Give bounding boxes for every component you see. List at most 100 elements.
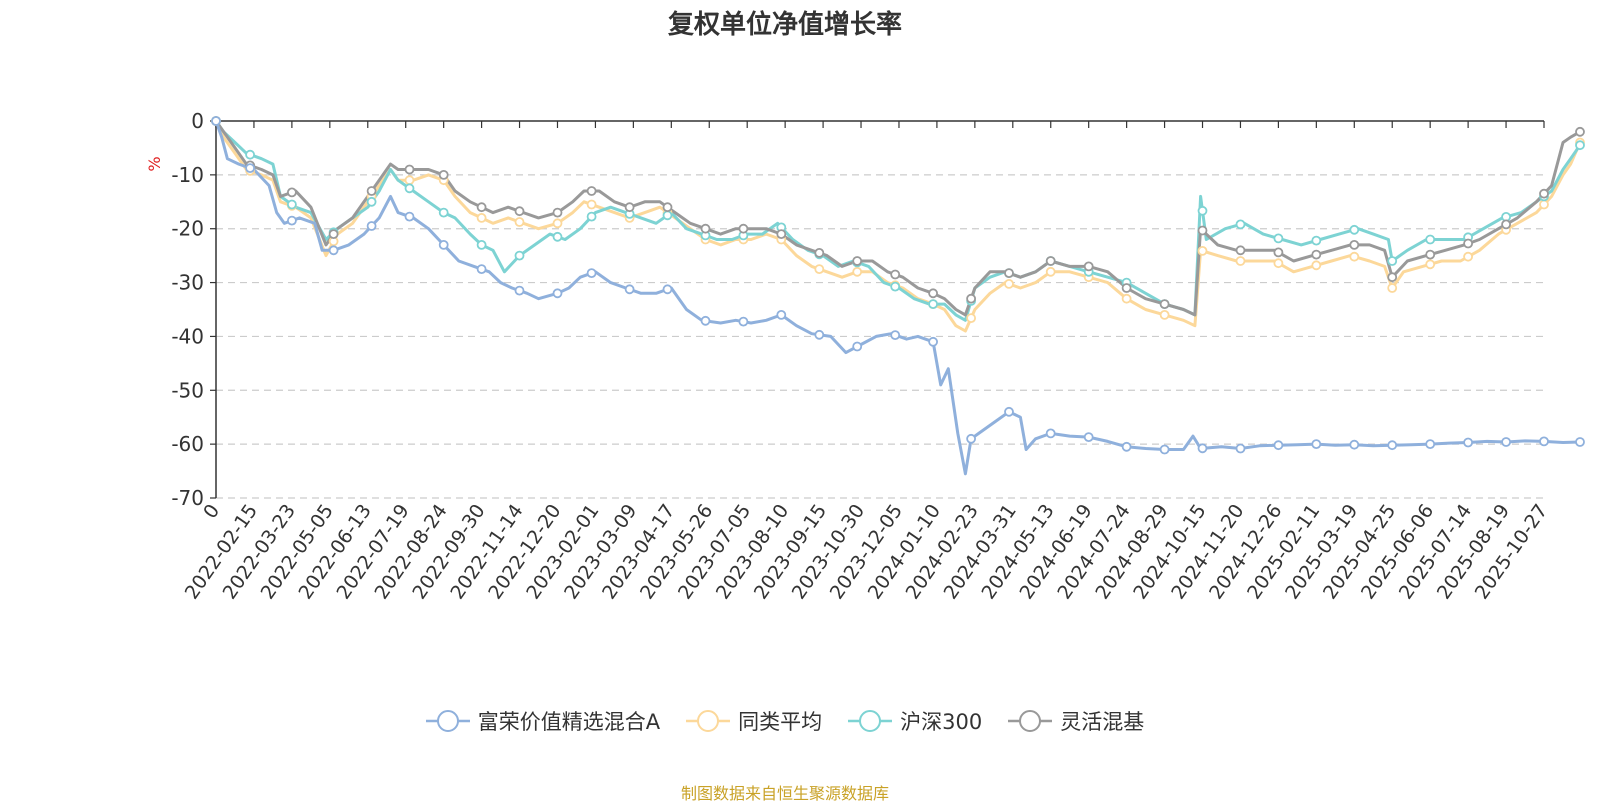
legend-label: 同类平均 — [738, 710, 823, 734]
data-point-marker — [1311, 249, 1322, 260]
data-point-marker — [890, 269, 901, 280]
data-point-marker — [1501, 219, 1511, 230]
data-point-marker — [552, 218, 563, 229]
data-point-marker — [1349, 224, 1360, 235]
y-tick-label: -70 — [171, 486, 204, 510]
data-point-marker — [662, 202, 673, 213]
legend-swatch-icon — [848, 710, 893, 732]
data-point-marker — [1273, 440, 1284, 451]
data-point-marker — [1273, 258, 1284, 269]
data-point-marker — [1159, 444, 1170, 455]
y-tick-label: -20 — [171, 217, 204, 241]
y-tick-label: 0 — [191, 109, 204, 133]
data-point-marker — [1539, 188, 1549, 199]
data-point-marker — [1349, 439, 1360, 450]
legend-item-0[interactable]: 富荣价值精选混合A — [425, 706, 661, 736]
data-point-marker — [438, 169, 449, 180]
data-point-marker — [586, 211, 597, 222]
data-point-marker — [928, 299, 938, 310]
data-point-marker — [1197, 225, 1208, 236]
data-point-marker — [814, 264, 825, 275]
data-point-marker — [966, 433, 976, 444]
y-tick-label: -10 — [171, 163, 204, 187]
legend-label: 灵活混基 — [1060, 710, 1145, 734]
data-point-marker — [552, 288, 563, 299]
data-point-marker — [1083, 432, 1094, 443]
data-point-marker — [586, 186, 597, 196]
data-point-marker — [438, 239, 449, 250]
legend-label: 沪深300 — [900, 710, 983, 734]
legend-swatch-icon — [425, 710, 470, 732]
data-point-marker — [700, 315, 711, 326]
chart-title: 复权单位净值增长率 — [667, 10, 902, 40]
data-point-marker — [1387, 272, 1398, 283]
data-point-marker — [1004, 278, 1014, 289]
data-point-marker — [438, 207, 449, 218]
data-point-marker — [1539, 199, 1549, 210]
data-point-marker — [624, 284, 635, 295]
data-point-marker — [1004, 406, 1014, 417]
data-point-marker — [245, 149, 256, 160]
source-note: 制图数据来自恒生聚源数据库 — [680, 784, 889, 803]
legend-label: 富荣价值精选混合A — [477, 710, 661, 734]
data-point-marker — [1501, 437, 1511, 447]
data-point-marker — [514, 206, 525, 217]
data-point-marker — [1575, 437, 1585, 447]
data-point-marker — [1387, 283, 1398, 293]
data-point-marker — [1159, 309, 1170, 320]
series-line-1 — [214, 120, 1582, 333]
data-point-marker — [514, 250, 525, 261]
data-point-marker — [890, 330, 901, 341]
data-point-marker — [776, 309, 787, 320]
data-point-marker — [1273, 247, 1284, 258]
y-tick-label: -30 — [171, 271, 204, 295]
data-point-marker — [211, 116, 221, 126]
data-point-marker — [366, 196, 377, 207]
data-point-marker — [1425, 234, 1436, 245]
data-point-marker — [1235, 256, 1246, 266]
data-point-marker — [1349, 239, 1360, 250]
data-point-marker — [738, 316, 749, 327]
data-point-marker — [1083, 261, 1094, 272]
data-point-marker — [662, 284, 673, 295]
data-point-marker — [1197, 205, 1208, 216]
data-point-marker — [1121, 441, 1132, 452]
data-point-marker — [404, 183, 415, 194]
data-point-marker — [1387, 256, 1398, 266]
legend-swatch-icon — [1008, 710, 1053, 732]
data-point-marker — [700, 223, 711, 234]
y-tick-label: -60 — [171, 432, 204, 456]
data-point-marker — [1121, 283, 1132, 293]
data-point-marker — [1121, 293, 1132, 304]
legend-item-3[interactable]: 灵活混基 — [1008, 706, 1144, 736]
data-point-marker — [1425, 249, 1436, 260]
data-point-marker — [1235, 443, 1246, 454]
legend-item-2[interactable]: 沪深300 — [848, 706, 982, 736]
data-point-marker — [1045, 428, 1056, 439]
data-point-marker — [1197, 443, 1208, 454]
data-point-marker — [404, 175, 415, 186]
legend: 富荣价值精选混合A 同类平均 沪深300 灵活混基 — [0, 706, 1570, 736]
legend-swatch-icon — [686, 710, 731, 732]
series-layer — [214, 120, 1582, 476]
data-point-marker — [1349, 251, 1360, 262]
data-point-marker — [738, 223, 749, 234]
data-point-marker — [552, 231, 563, 242]
data-point-marker — [1463, 238, 1473, 249]
data-point-marker — [662, 210, 673, 221]
data-point-marker — [966, 293, 976, 304]
data-point-marker — [1539, 436, 1549, 447]
data-point-marker — [476, 239, 487, 250]
data-point-marker — [552, 207, 563, 218]
y-tick-label: -50 — [171, 378, 204, 402]
data-point-marker — [1387, 440, 1398, 451]
data-point-marker — [776, 229, 787, 240]
legend-item-1[interactable]: 同类平均 — [686, 706, 822, 736]
data-point-marker — [286, 187, 297, 198]
data-point-marker — [366, 186, 377, 196]
data-point-marker — [1311, 260, 1322, 271]
data-point-marker — [404, 164, 415, 175]
data-point-marker — [286, 215, 297, 226]
data-point-marker — [366, 221, 377, 231]
